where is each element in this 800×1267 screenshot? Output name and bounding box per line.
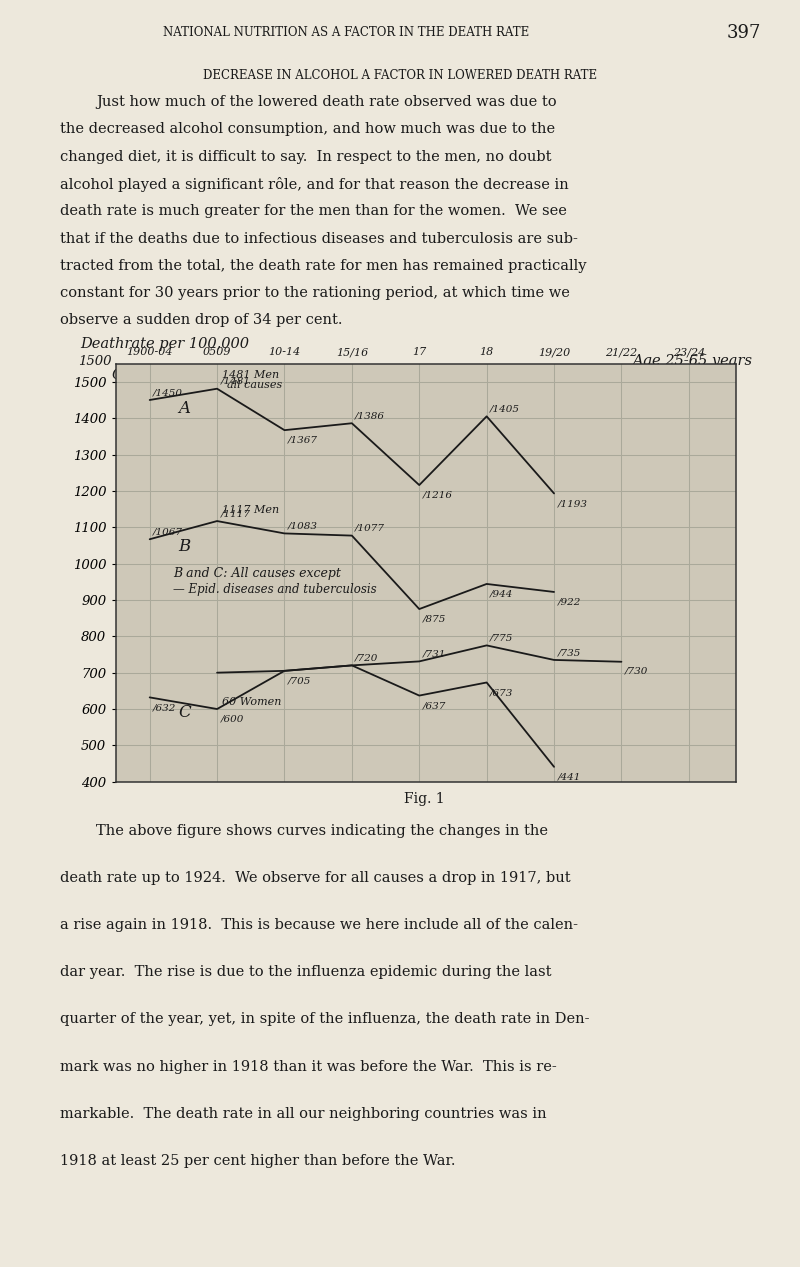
Text: C: C <box>178 704 190 721</box>
Text: /720: /720 <box>355 654 378 663</box>
Text: changed diet, it is difficult to say.  In respect to the men, no doubt: changed diet, it is difficult to say. In… <box>60 150 551 163</box>
Text: /1077: /1077 <box>355 523 386 533</box>
Text: death rate is much greater for the men than for the women.  We see: death rate is much greater for the men t… <box>60 204 567 218</box>
Text: /1405: /1405 <box>490 404 520 413</box>
Text: — Epid. diseases and tuberculosis: — Epid. diseases and tuberculosis <box>174 583 377 595</box>
Text: markable.  The death rate in all our neighboring countries was in: markable. The death rate in all our neig… <box>60 1106 546 1121</box>
Text: DECREASE IN ALCOHOL A FACTOR IN LOWERED DEATH RATE: DECREASE IN ALCOHOL A FACTOR IN LOWERED … <box>203 68 597 82</box>
Text: B: B <box>178 538 190 555</box>
Text: mark was no higher in 1918 than it was before the War.  This is re-: mark was no higher in 1918 than it was b… <box>60 1059 557 1073</box>
Text: 397: 397 <box>726 24 761 42</box>
Text: dar year.  The rise is due to the influenza epidemic during the last: dar year. The rise is due to the influen… <box>60 965 551 979</box>
Text: NATIONAL NUTRITION AS A FACTOR IN THE DEATH RATE: NATIONAL NUTRITION AS A FACTOR IN THE DE… <box>163 27 530 39</box>
Text: /775: /775 <box>490 634 514 642</box>
Text: Deathrate per 100,000: Deathrate per 100,000 <box>80 337 249 351</box>
Text: death rate up to 1924.  We observe for all causes a drop in 1917, but: death rate up to 1924. We observe for al… <box>60 870 570 884</box>
Text: /1193: /1193 <box>558 499 587 508</box>
Text: The above figure shows curves indicating the changes in the: The above figure shows curves indicating… <box>97 824 549 837</box>
Text: Just how much of the lowered death rate observed was due to: Just how much of the lowered death rate … <box>97 95 557 109</box>
Text: 1481 Men: 1481 Men <box>222 370 280 380</box>
Text: /922: /922 <box>558 598 581 607</box>
Text: 19/20: 19/20 <box>538 347 570 357</box>
Text: /441: /441 <box>558 773 581 782</box>
Text: A: A <box>178 399 190 417</box>
Text: that if the deaths due to infectious diseases and tuberculosis are sub-: that if the deaths due to infectious dis… <box>60 232 578 246</box>
Text: observe a sudden drop of 34 per cent.: observe a sudden drop of 34 per cent. <box>60 313 342 327</box>
Text: /1386: /1386 <box>355 412 386 421</box>
Text: /731: /731 <box>422 650 446 659</box>
Text: /1450: /1450 <box>153 388 183 398</box>
Text: /1367: /1367 <box>288 436 318 445</box>
Text: 60 Women: 60 Women <box>222 697 282 707</box>
Text: Age 25-65 years: Age 25-65 years <box>632 353 752 369</box>
Text: /600: /600 <box>221 715 244 723</box>
Text: /944: /944 <box>490 589 514 598</box>
Text: alcohol played a significant rôle, and for that reason the decrease in: alcohol played a significant rôle, and f… <box>60 177 569 191</box>
Text: 17: 17 <box>412 347 426 357</box>
Text: quarter of the year, yet, in spite of the influenza, the death rate in Den-: quarter of the year, yet, in spite of th… <box>60 1012 590 1026</box>
Text: /1083: /1083 <box>288 522 318 531</box>
Text: 1900-04: 1900-04 <box>126 347 173 357</box>
Text: /1117: /1117 <box>221 509 250 518</box>
Text: a rise again in 1918.  This is because we here include all of the calen-: a rise again in 1918. This is because we… <box>60 917 578 933</box>
Text: /875: /875 <box>422 614 446 623</box>
Text: /637: /637 <box>422 701 446 711</box>
Text: 0509: 0509 <box>203 347 231 357</box>
Text: 21/22: 21/22 <box>606 347 638 357</box>
Text: /1481: /1481 <box>221 378 250 386</box>
Text: constant for 30 years prior to the rationing period, at which time we: constant for 30 years prior to the ratio… <box>60 286 570 300</box>
Text: /673: /673 <box>490 688 514 697</box>
Text: /1216: /1216 <box>422 490 453 499</box>
Text: all causes: all causes <box>227 380 282 390</box>
Text: 1500: 1500 <box>78 355 112 367</box>
Text: /705: /705 <box>288 677 311 685</box>
Text: /730: /730 <box>625 666 648 675</box>
Text: Fig. 1: Fig. 1 <box>404 792 444 807</box>
Text: 23/24: 23/24 <box>673 347 705 357</box>
Text: /1067: /1067 <box>153 527 183 536</box>
Text: 1117 Men: 1117 Men <box>222 506 280 516</box>
Text: B and C: All causes except: B and C: All causes except <box>174 568 341 580</box>
Text: /735: /735 <box>558 649 581 658</box>
Text: the decreased alcohol consumption, and how much was due to the: the decreased alcohol consumption, and h… <box>60 122 555 137</box>
Text: 15/16: 15/16 <box>336 347 368 357</box>
Text: 10-14: 10-14 <box>268 347 301 357</box>
Text: tracted from the total, the death rate for men has remained practically: tracted from the total, the death rate f… <box>60 258 586 272</box>
Text: 18: 18 <box>479 347 494 357</box>
Text: Copenhagen: Copenhagen <box>112 369 205 383</box>
Text: 1918 at least 25 per cent higher than before the War.: 1918 at least 25 per cent higher than be… <box>60 1154 455 1168</box>
Text: /632: /632 <box>153 703 177 712</box>
